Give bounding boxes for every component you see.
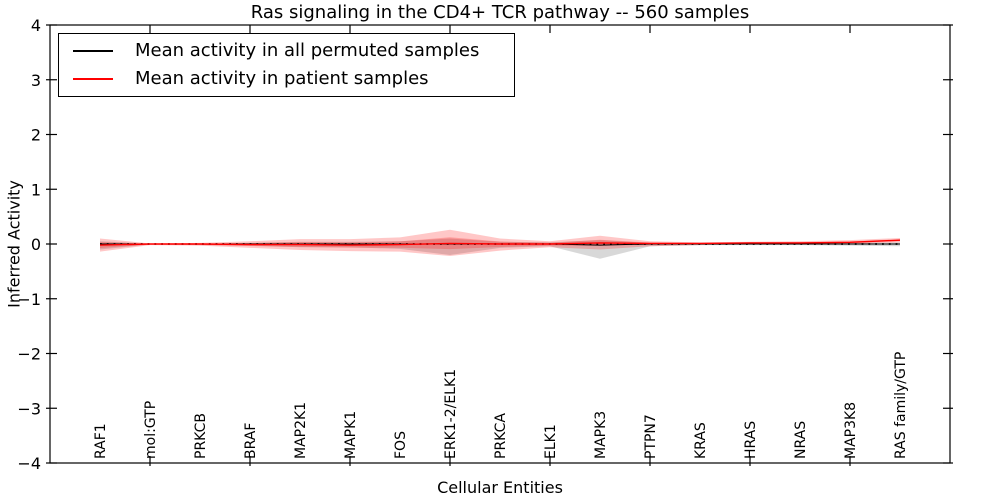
patient-mean-line <box>99 239 901 246</box>
patient-band <box>100 229 900 257</box>
legend-entry-permuted: Mean activity in all permuted samples <box>59 40 514 62</box>
patient-line-swatch <box>73 78 113 80</box>
category-label: RAS family/GTP <box>893 352 909 459</box>
patient-band-inner <box>100 237 900 250</box>
category-label: MAP3K8 <box>843 402 859 459</box>
category-label: KRAS <box>693 422 709 459</box>
y-tick-label: 1 <box>31 180 41 199</box>
category-label: BRAF <box>243 423 259 459</box>
y-tick-label: −1 <box>17 290 41 309</box>
category-label: mol:GTP <box>143 401 159 459</box>
category-label: HRAS <box>743 421 759 459</box>
y-tick-label: −3 <box>17 399 41 418</box>
category-label: FOS <box>393 431 409 459</box>
y-tick-label: −2 <box>17 345 41 364</box>
x-axis-label: Cellular Entities <box>437 478 563 497</box>
category-label: ERK1-2/ELK1 <box>443 369 459 459</box>
legend-label-permuted: Mean activity in all permuted samples <box>135 40 480 61</box>
y-tick-label: 4 <box>31 16 41 35</box>
category-label: RAF1 <box>93 423 109 459</box>
category-label: PRKCA <box>493 413 509 459</box>
y-axis-label: Inferred Activity <box>4 180 24 308</box>
y-tick-label: −4 <box>17 454 41 473</box>
permuted-line-swatch <box>73 50 113 52</box>
category-label: NRAS <box>793 421 809 459</box>
legend-entry-patient: Mean activity in patient samples <box>59 68 514 90</box>
category-label: ELK1 <box>543 424 559 459</box>
y-tick-label: 3 <box>31 71 41 90</box>
category-label: MAPK3 <box>593 411 609 459</box>
category-label: PTPN7 <box>643 414 659 459</box>
chart-title: Ras signaling in the CD4+ TCR pathway --… <box>250 2 750 23</box>
category-label: PRKCB <box>193 413 209 459</box>
legend-box: Mean activity in all permuted samples Me… <box>58 33 515 97</box>
y-tick-label: 2 <box>31 126 41 145</box>
category-label: MAP2K1 <box>293 402 309 459</box>
category-label: MAPK1 <box>343 411 359 459</box>
legend-label-patient: Mean activity in patient samples <box>135 68 429 89</box>
y-tick-label: 0 <box>31 235 41 254</box>
